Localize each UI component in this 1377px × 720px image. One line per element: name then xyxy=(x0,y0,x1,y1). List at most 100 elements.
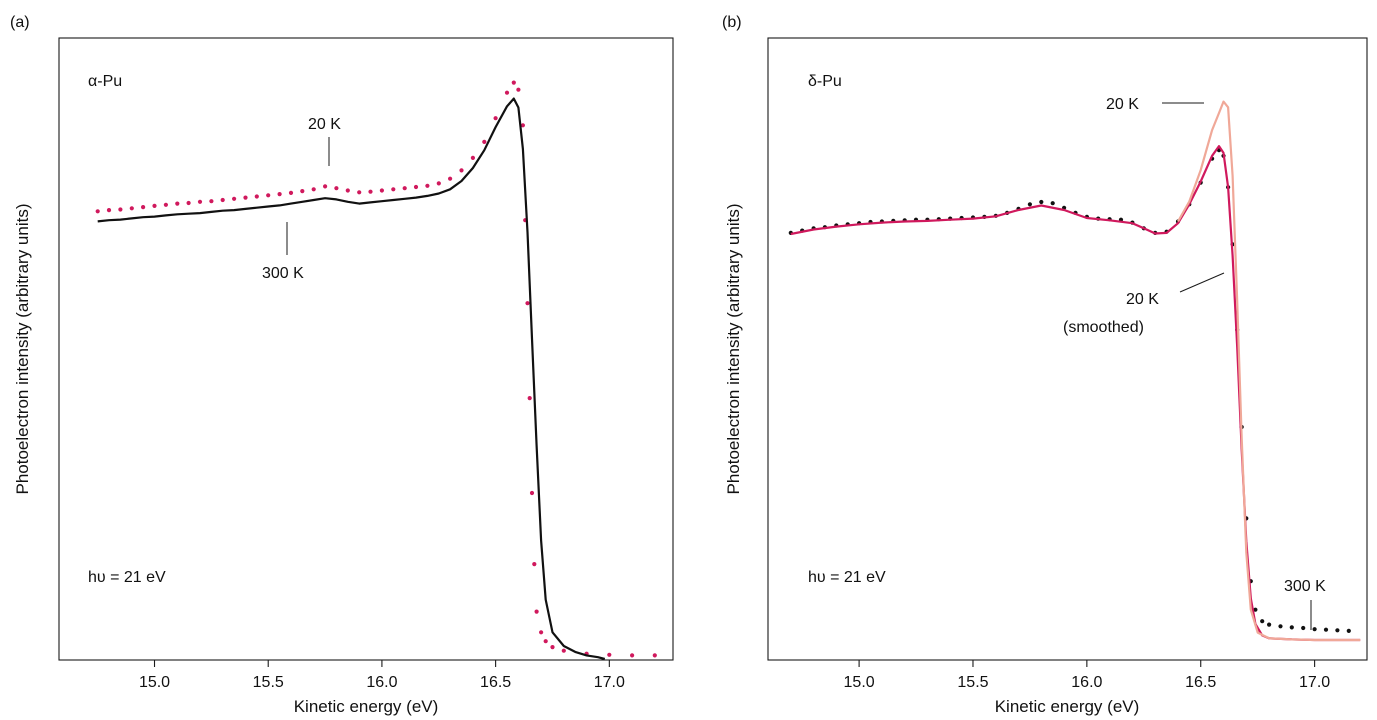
data-point xyxy=(1039,199,1044,205)
data-point xyxy=(1278,624,1283,629)
data-point xyxy=(504,90,510,95)
data-point xyxy=(95,209,100,214)
annotation-20k-b: 20 K xyxy=(1106,96,1139,113)
data-point xyxy=(106,208,112,213)
data-point xyxy=(254,194,259,199)
data-point xyxy=(550,645,555,650)
x-tick-label: 17.0 xyxy=(1299,674,1330,691)
series-group-b xyxy=(788,100,1361,642)
data-point xyxy=(323,184,328,189)
annotation-20k-smoothed-b: 20 K xyxy=(1126,291,1159,308)
data-point xyxy=(345,188,350,193)
data-point xyxy=(311,187,316,192)
panel-a: (a) α-Pu hυ = 21 eV 15.0 15.5 16.0 16.5 17.0… xyxy=(10,14,674,716)
data-point xyxy=(175,201,180,206)
data-point xyxy=(470,155,475,160)
data-point xyxy=(532,562,537,567)
data-point xyxy=(1323,627,1329,632)
data-point xyxy=(1289,625,1294,630)
plot-frame-b xyxy=(767,37,1368,661)
data-point xyxy=(652,653,657,658)
data-point xyxy=(288,190,294,195)
data-point xyxy=(436,181,441,186)
x-tick-label: 15.5 xyxy=(253,674,284,691)
material-label-b: δ-Pu xyxy=(808,73,842,90)
data-point xyxy=(425,183,430,188)
data-point xyxy=(459,168,464,173)
data-point xyxy=(1335,628,1340,633)
data-point xyxy=(1027,202,1032,207)
x-tick-label: 15.5 xyxy=(957,674,988,691)
data-point xyxy=(368,189,373,194)
annotation-smoothed-b: (smoothed) xyxy=(1063,319,1144,336)
data-point xyxy=(511,80,516,85)
data-point xyxy=(1253,607,1258,612)
data-point xyxy=(482,139,487,144)
data-point xyxy=(186,200,191,206)
data-point xyxy=(1267,622,1272,627)
data-point xyxy=(448,176,453,181)
annotation-300k-b: 300 K xyxy=(1284,578,1326,595)
x-axis-label-a: Kinetic energy (eV) xyxy=(294,697,439,716)
data-point xyxy=(277,192,282,197)
data-point xyxy=(379,188,384,193)
data-point xyxy=(543,639,548,644)
data-point xyxy=(520,123,526,128)
data-point xyxy=(1312,627,1317,632)
data-point xyxy=(118,207,123,212)
plot-frame-a xyxy=(58,37,674,661)
data-point xyxy=(516,87,521,92)
annotation-20k-a: 20 K xyxy=(308,116,341,133)
panel-label-b: (b) xyxy=(722,14,742,31)
data-point xyxy=(1260,619,1265,624)
series-line-20-k-smoothed- xyxy=(790,145,1361,642)
data-point xyxy=(129,206,134,211)
x-tick-label: 16.0 xyxy=(366,674,397,691)
data-point xyxy=(209,199,214,204)
data-point xyxy=(525,301,530,306)
data-point xyxy=(493,116,498,121)
x-tick-label: 17.0 xyxy=(594,674,625,691)
data-point xyxy=(197,199,203,204)
x-tick-label: 15.0 xyxy=(139,674,170,691)
series-line-300-k xyxy=(97,97,606,661)
data-point xyxy=(413,184,419,190)
data-point xyxy=(163,202,168,207)
x-tick-label: 16.5 xyxy=(1185,674,1216,691)
data-point xyxy=(402,186,407,191)
series-line-20-k xyxy=(1177,100,1361,642)
photon-energy-label-b: hυ = 21 eV xyxy=(808,569,886,586)
x-tick-label: 15.0 xyxy=(844,674,875,691)
x-ticks-a: 15.0 15.5 16.0 16.5 17.0 xyxy=(139,660,625,691)
data-point xyxy=(529,490,535,496)
photon-energy-label-a: hυ = 21 eV xyxy=(88,569,166,586)
data-point xyxy=(534,609,539,614)
x-axis-label-b: Kinetic energy (eV) xyxy=(995,697,1140,716)
data-point xyxy=(300,189,305,194)
series-group-a xyxy=(95,80,657,661)
data-point xyxy=(334,186,339,191)
data-point xyxy=(243,195,248,200)
data-point xyxy=(630,653,635,658)
data-point xyxy=(1050,201,1055,206)
data-point xyxy=(1346,628,1351,634)
x-tick-label: 16.0 xyxy=(1071,674,1102,691)
data-point xyxy=(141,205,146,210)
data-point xyxy=(220,197,225,203)
x-ticks-b: 15.0 15.5 16.0 16.5 17.0 xyxy=(844,660,1330,691)
data-point xyxy=(391,187,396,192)
data-point xyxy=(1301,625,1306,631)
data-point xyxy=(266,193,271,198)
x-tick-label: 16.5 xyxy=(480,674,511,691)
annotation-300k-a: 300 K xyxy=(262,265,304,282)
data-point xyxy=(539,630,544,635)
annotation-leader-20k-smoothed-b xyxy=(1179,272,1225,293)
data-point xyxy=(232,196,237,201)
data-point xyxy=(527,396,532,401)
panel-label-a: (a) xyxy=(10,14,30,31)
y-axis-label-b: Photoelectron intensity (arbitrary units… xyxy=(724,203,743,494)
material-label-a: α-Pu xyxy=(88,73,122,90)
panel-b: (b) δ-Pu hυ = 21 eV 15.0 15.5 16.0 16.5 17.0… xyxy=(722,14,1368,716)
data-point xyxy=(357,190,362,195)
